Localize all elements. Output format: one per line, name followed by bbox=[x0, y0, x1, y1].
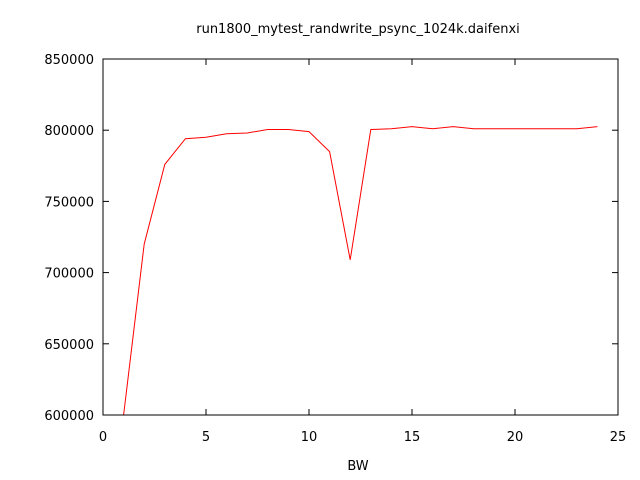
series-line bbox=[123, 126, 598, 416]
x-tick-label: 0 bbox=[99, 430, 107, 445]
y-tick-label: 800000 bbox=[44, 124, 94, 139]
y-tick-label: 750000 bbox=[44, 195, 94, 210]
chart-title: run1800_mytest_randwrite_psync_1024k.dai… bbox=[196, 22, 520, 37]
x-tick-label: 5 bbox=[202, 430, 210, 445]
y-tick-label: 650000 bbox=[44, 338, 94, 353]
plot-frame bbox=[102, 58, 619, 416]
x-tick-label: 20 bbox=[507, 430, 524, 445]
x-tick-label: 15 bbox=[404, 430, 421, 445]
y-tick-label: 700000 bbox=[44, 267, 94, 282]
y-tick-label: 600000 bbox=[44, 409, 94, 424]
x-tick-label: 10 bbox=[301, 430, 318, 445]
y-axis-ticks: 600000 650000 700000 750000 800000 850000 bbox=[44, 53, 618, 424]
plot-area bbox=[123, 126, 598, 416]
y-tick-label: 850000 bbox=[44, 53, 94, 68]
x-axis-label: BW bbox=[347, 459, 368, 474]
x-axis-ticks: 0 5 10 15 20 25 bbox=[99, 59, 626, 445]
x-tick-label: 25 bbox=[610, 430, 627, 445]
